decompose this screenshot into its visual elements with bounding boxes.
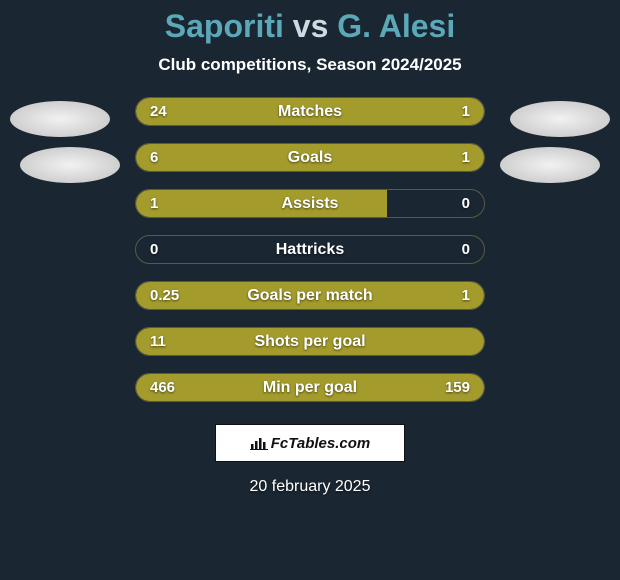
stat-row: Matches24 1 — [135, 97, 485, 126]
stat-value-right: 0 — [462, 190, 470, 217]
stat-row: Goals per match0.25 1 — [135, 281, 485, 310]
stat-value-left: 11 — [150, 328, 166, 355]
stat-value-right: 0 — [462, 236, 470, 263]
source-badge-label: FcTables.com — [250, 435, 370, 452]
stat-label: Matches — [136, 98, 484, 125]
stat-label: Goals per match — [136, 282, 484, 309]
stat-label: Min per goal — [136, 374, 484, 401]
stat-value-right: 1 — [462, 282, 470, 309]
player1-club-badge-placeholder — [20, 147, 120, 183]
comparison-card: Saporiti vs G. Alesi Club competitions, … — [0, 0, 620, 580]
stat-label: Goals — [136, 144, 484, 171]
stat-row: Min per goal466 159 — [135, 373, 485, 402]
player2-avatar-placeholder — [510, 101, 610, 137]
stat-row: Hattricks0 0 — [135, 235, 485, 264]
stat-label: Assists — [136, 190, 484, 217]
player1-avatar-placeholder — [10, 101, 110, 137]
subtitle: Club competitions, Season 2024/2025 — [158, 55, 461, 75]
bar-chart-icon — [250, 436, 268, 450]
stat-value-left: 0 — [150, 236, 158, 263]
vs-text: vs — [293, 8, 329, 44]
stat-value-left: 0.25 — [150, 282, 179, 309]
stat-value-left: 466 — [150, 374, 175, 401]
player2-name: G. Alesi — [337, 8, 455, 44]
stat-row: Shots per goal11 — [135, 327, 485, 356]
stat-row: Goals6 1 — [135, 143, 485, 172]
source-badge[interactable]: FcTables.com — [215, 424, 405, 462]
stat-value-left: 24 — [150, 98, 167, 125]
stat-value-right: 1 — [462, 144, 470, 171]
stat-value-left: 6 — [150, 144, 158, 171]
stat-label: Shots per goal — [136, 328, 484, 355]
stat-value-right: 1 — [462, 98, 470, 125]
player1-name: Saporiti — [165, 8, 284, 44]
stats-area: Matches241Goals61Assists10Hattricks00Goa… — [0, 97, 620, 402]
source-badge-text: FcTables.com — [271, 435, 370, 452]
title: Saporiti vs G. Alesi — [165, 8, 455, 45]
stat-label: Hattricks — [136, 236, 484, 263]
stat-row: Assists1 0 — [135, 189, 485, 218]
date-text: 20 february 2025 — [250, 478, 371, 496]
player2-club-badge-placeholder — [500, 147, 600, 183]
stat-value-left: 1 — [150, 190, 158, 217]
stat-value-right: 159 — [445, 374, 470, 401]
